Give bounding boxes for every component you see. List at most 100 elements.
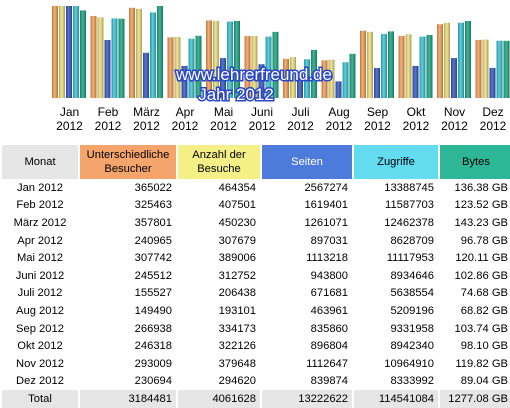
cell-bytes: 136.38 GB bbox=[454, 181, 509, 194]
x-tick-label-line: Okt bbox=[407, 105, 426, 119]
header-hits: Zugriffe bbox=[354, 145, 438, 179]
bar-bytes-6 bbox=[272, 31, 279, 98]
bar-zugriffe-8 bbox=[342, 62, 349, 98]
cell-pages: 463961 bbox=[310, 304, 348, 317]
bar-unterschiedliche-besucher-3 bbox=[129, 7, 135, 98]
cell-visitors: 245512 bbox=[134, 269, 172, 282]
cell-visits: 206438 bbox=[218, 287, 256, 300]
bar-anzahl-der-besuche-1 bbox=[59, 6, 65, 98]
cell-pages: 835860 bbox=[310, 322, 348, 335]
bar-bytes-11 bbox=[465, 21, 471, 98]
x-tick-label: Juni 2012 bbox=[249, 105, 276, 133]
bar-zugriffe-12 bbox=[496, 40, 503, 98]
x-tick-label-line: Apr bbox=[176, 105, 195, 119]
bar-unterschiedliche-besucher-9 bbox=[360, 30, 366, 99]
bar-anzahl-der-besuche-8 bbox=[328, 59, 335, 98]
header-unique-visitors: Unterschiedliche Besucher bbox=[80, 145, 176, 179]
cell-month: Mai 2012 bbox=[16, 252, 64, 265]
cell-month: Apr 2012 bbox=[17, 234, 63, 247]
table-row: Dez 2012 230694 294620 839874 8333992 89.04 G… bbox=[2, 373, 510, 391]
cell-month: März 2012 bbox=[13, 216, 67, 229]
bar-bytes-2 bbox=[118, 18, 125, 99]
bar-seiten-8 bbox=[335, 81, 342, 98]
header-pages: Seiten bbox=[262, 145, 352, 179]
bar-unterschiedliche-besucher-1 bbox=[52, 6, 58, 98]
header-unique-visitors-line-2: Besucher bbox=[104, 163, 152, 175]
x-tick-label: März 2012 bbox=[133, 105, 160, 133]
cell-visits: 322126 bbox=[218, 340, 256, 353]
cell-month: Juni 2012 bbox=[15, 269, 65, 282]
bar-bytes-9 bbox=[388, 31, 394, 98]
cell-month: Feb 2012 bbox=[16, 199, 64, 212]
x-tick-label: Jan 2012 bbox=[56, 105, 83, 133]
bar-anzahl-der-besuche-4 bbox=[174, 37, 181, 98]
bar-anzahl-der-besuche-11 bbox=[444, 22, 450, 98]
bar-seiten-6 bbox=[258, 64, 265, 98]
bar-bytes-12 bbox=[503, 40, 510, 98]
bar-seiten-11 bbox=[451, 58, 457, 98]
table-row: März 2012 357801 450230 1261071 12462378 143.… bbox=[2, 214, 510, 232]
bar-zugriffe-2 bbox=[111, 18, 118, 98]
total-hits: 114541084 bbox=[354, 390, 438, 408]
bar-zugriffe-3 bbox=[150, 12, 156, 98]
bar-bytes-5 bbox=[234, 20, 240, 98]
header-visits-line-2: Besuche bbox=[197, 163, 241, 175]
cell-visits: 407501 bbox=[218, 199, 256, 212]
cell-month: Okt 2012 bbox=[17, 340, 63, 353]
cell-month: Aug 2012 bbox=[16, 304, 64, 317]
bar-unterschiedliche-besucher-12 bbox=[475, 39, 482, 98]
cell-visits: 389006 bbox=[218, 252, 256, 265]
cell-bytes: 143.23 GB bbox=[454, 216, 509, 229]
table-header-row: Monat Unterschiedliche Besucher Anzahl de… bbox=[2, 145, 510, 179]
cell-visits: 307679 bbox=[218, 234, 256, 247]
bar-unterschiedliche-besucher-7 bbox=[283, 58, 289, 98]
header-month: Monat bbox=[2, 145, 78, 179]
cell-bytes: 74.68 GB bbox=[460, 287, 508, 300]
bar-unterschiedliche-besucher-6 bbox=[244, 36, 251, 98]
bar-seiten-10 bbox=[412, 65, 419, 98]
bar-seiten-4 bbox=[181, 65, 188, 98]
cell-visitors: 230694 bbox=[134, 375, 172, 388]
chart-bars bbox=[52, 6, 510, 99]
bar-zugriffe-1 bbox=[73, 6, 79, 98]
bar-zugriffe-4 bbox=[188, 38, 195, 98]
bar-anzahl-der-besuche-3 bbox=[136, 8, 142, 98]
cell-visitors: 357801 bbox=[134, 216, 172, 229]
watermark-line-2: Jahr 2012 bbox=[198, 85, 274, 104]
x-tick-label-line: Sep bbox=[367, 105, 389, 119]
bar-unterschiedliche-besucher-10 bbox=[398, 35, 405, 98]
cell-hits: 5638554 bbox=[390, 287, 434, 300]
bar-zugriffe-6 bbox=[265, 36, 272, 98]
cell-month: Sep 2012 bbox=[16, 322, 64, 335]
total-visitors: 3184481 bbox=[80, 390, 176, 408]
table-row: Apr 2012 240965 307679 897031 8628709 96.78 G… bbox=[2, 232, 510, 250]
cell-visits: 334173 bbox=[218, 322, 256, 335]
x-tick-label-line: Aug bbox=[328, 105, 349, 119]
x-tick-label: Dez 2012 bbox=[480, 105, 507, 133]
bar-seiten-2 bbox=[104, 40, 111, 98]
bar-unterschiedliche-besucher-5 bbox=[206, 20, 212, 98]
cell-hits: 8628709 bbox=[390, 234, 434, 247]
cell-bytes: 68.82 GB bbox=[460, 304, 508, 317]
x-tick-label-line: 2012 bbox=[210, 119, 237, 133]
cell-visitors: 307742 bbox=[134, 252, 172, 265]
x-tick-label: Feb 2012 bbox=[95, 105, 122, 133]
cell-hits: 11117953 bbox=[386, 252, 434, 265]
table-row: Mai 2012 307742 389006 1113218 11117953 120.1… bbox=[2, 249, 510, 267]
bar-unterschiedliche-besucher-8 bbox=[321, 60, 328, 98]
header-visits-line-1: Anzahl der bbox=[192, 149, 246, 161]
x-tick-label: Mai 2012 bbox=[210, 105, 237, 133]
cell-hits: 5209196 bbox=[390, 304, 434, 317]
total-pages: 13222622 bbox=[262, 390, 352, 408]
cell-pages: 1261071 bbox=[304, 216, 348, 229]
cell-visitors: 240965 bbox=[134, 234, 172, 247]
x-tick-label-line: 2012 bbox=[480, 119, 507, 133]
table-total-row: Total 3184481 4061628 13222622 114541084… bbox=[2, 390, 510, 408]
cell-visitors: 293009 bbox=[134, 357, 172, 370]
table-row: Nov 2012 293009 379648 1112647 10964910 119.8… bbox=[2, 355, 510, 373]
bar-unterschiedliche-besucher-2 bbox=[90, 16, 97, 98]
cell-pages: 839874 bbox=[310, 375, 348, 388]
x-tick-label: Apr 2012 bbox=[172, 105, 199, 133]
cell-month: Nov 2012 bbox=[16, 357, 64, 370]
